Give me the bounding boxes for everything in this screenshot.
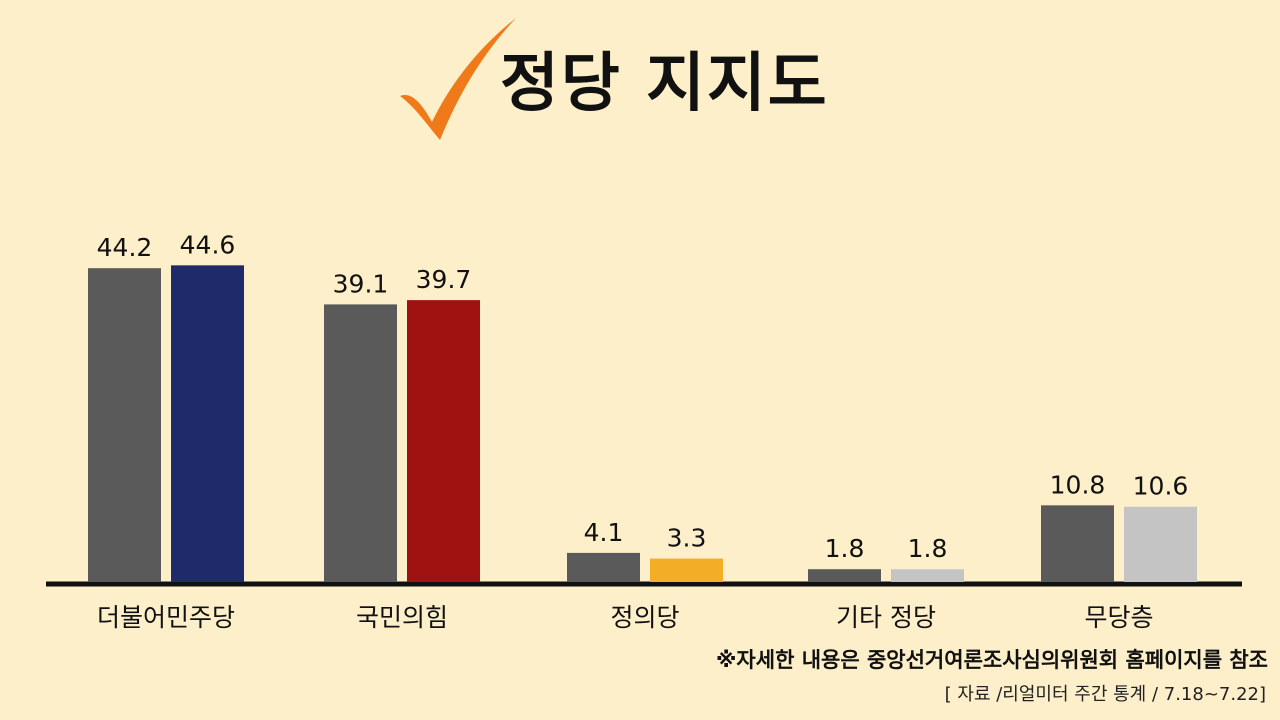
footnote: ※자세한 내용은 중앙선거여론조사심의위원회 홈페이지를 참조 xyxy=(716,648,1268,672)
bar-previous-1 xyxy=(324,304,397,582)
bar-current-3 xyxy=(891,569,964,582)
page-title: 정당 지지도 xyxy=(500,47,829,121)
data-label: 39.7 xyxy=(416,265,472,294)
bar-previous-0 xyxy=(88,268,161,582)
bar-current-2 xyxy=(650,558,723,582)
data-label: 39.1 xyxy=(333,269,389,298)
bar-previous-3 xyxy=(808,569,881,582)
bar-current-4 xyxy=(1124,506,1197,582)
data-label: 4.1 xyxy=(584,518,624,547)
title-area: 정당 지지도 xyxy=(0,0,1280,160)
category-label: 국민의힘 xyxy=(356,603,448,632)
category-label: 무당층 xyxy=(1084,603,1153,632)
bar-previous-2 xyxy=(567,552,640,582)
category-label: 정의당 xyxy=(610,603,679,632)
data-label: 10.8 xyxy=(1050,470,1106,499)
data-label: 44.2 xyxy=(97,233,153,262)
data-label: 1.8 xyxy=(825,534,865,563)
check-icon xyxy=(400,18,516,140)
category-label: 더불어민주당 xyxy=(97,603,235,632)
data-label: 10.6 xyxy=(1133,472,1189,501)
bar-current-0 xyxy=(171,265,244,582)
category-label: 기타 정당 xyxy=(836,603,936,632)
data-label: 3.3 xyxy=(667,524,707,553)
data-label: 1.8 xyxy=(908,534,948,563)
source-citation: [ 자료 /리얼미터 주간 통계 / 7.18~7.22] xyxy=(944,684,1266,705)
bar-current-1 xyxy=(407,300,480,582)
data-label: 44.6 xyxy=(180,230,236,259)
bar-previous-4 xyxy=(1041,505,1114,582)
